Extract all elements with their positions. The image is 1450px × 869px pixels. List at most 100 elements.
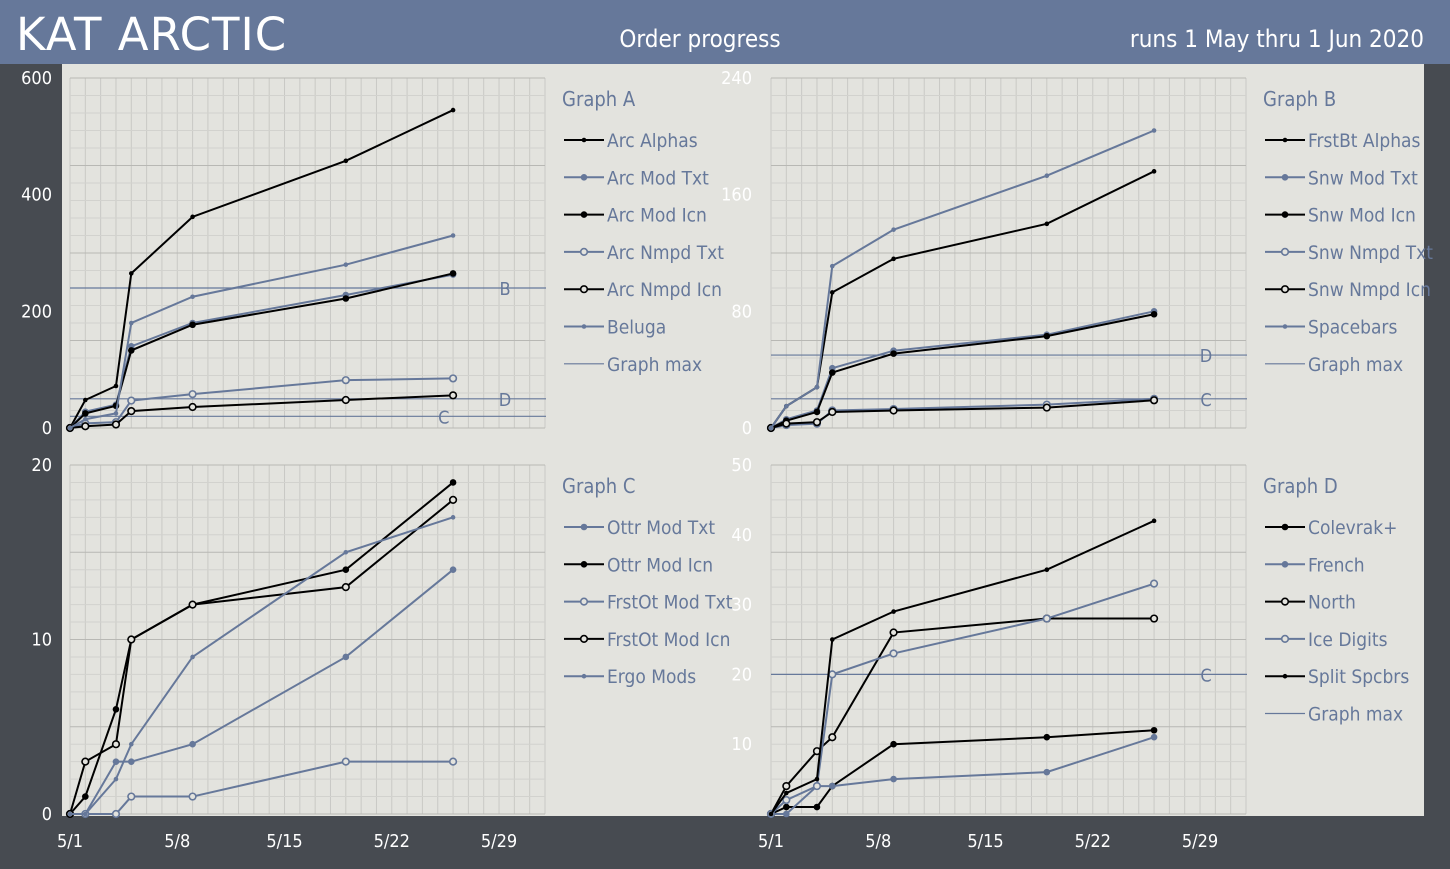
data-point: [448, 495, 458, 505]
data-point: [812, 418, 822, 427]
legend-label: Snw Nmpd Icn: [1308, 279, 1431, 301]
legend-item-colevrak: Colevrak+: [1265, 517, 1398, 539]
data-point: [341, 376, 350, 385]
data-point: [768, 811, 774, 817]
legend-label: Arc Nmpd Txt: [607, 242, 724, 264]
data-point: [889, 628, 898, 637]
series-arc-nmpd-icn: [65, 391, 458, 433]
x-tick-label: 5/22: [374, 831, 410, 852]
data-point: [81, 757, 90, 766]
data-point: [782, 781, 791, 791]
data-point: [190, 294, 195, 300]
legend-item-ergo-mods: Ergo Mods: [564, 666, 696, 688]
legend-item-ice-digits: Ice Digits: [1265, 629, 1388, 651]
legend-label: Spacebars: [1308, 317, 1397, 339]
series-line: [770, 399, 1155, 429]
graph-max-marker: D: [499, 390, 511, 411]
legend-label: Snw Mod Icn: [1308, 205, 1416, 227]
series-line: [69, 481, 454, 815]
y-tick-label: 600: [21, 68, 52, 89]
x-tick-label: 5/8: [164, 831, 190, 852]
gridlines: [69, 77, 546, 429]
series-line: [70, 760, 454, 815]
legend-label: Graph max: [607, 354, 702, 376]
data-point: [829, 263, 835, 269]
data-point: [783, 810, 790, 818]
legend-label: FrstOt Mod Icn: [607, 629, 730, 651]
data-point: [449, 566, 457, 573]
data-point: [450, 515, 456, 520]
data-point: [342, 653, 350, 661]
graph-max-marker: C: [1200, 665, 1211, 686]
legend-item-beluga: Beluga: [564, 317, 666, 339]
x-tick-label: 5/8: [865, 831, 891, 852]
legend-item-frstot-mod-txt: FrstOt Mod Txt: [564, 592, 733, 614]
legend-marker: [1280, 285, 1290, 294]
y-tick-label: 160: [721, 185, 752, 206]
y-tick-label: 80: [731, 301, 752, 322]
data-point: [828, 407, 837, 417]
data-point: [190, 654, 195, 660]
data-point: [189, 740, 196, 748]
y-tick-label: 0: [42, 418, 52, 439]
data-point: [189, 321, 196, 329]
legend-marker: [1281, 523, 1289, 531]
data-point: [128, 741, 134, 747]
legend-item-arc-alphas: Arc Alphas: [564, 130, 698, 152]
legend-item-arc-mod-icn: Arc Mod Icn: [564, 205, 707, 227]
legend-item-arc-nmpd-icn: Arc Nmpd Icn: [564, 279, 722, 301]
legend-marker: [581, 673, 587, 679]
legend-label: Arc Mod Icn: [607, 205, 707, 227]
data-point: [1150, 733, 1158, 741]
series-ottr-mod-icn: [66, 479, 457, 818]
data-point: [828, 782, 836, 790]
data-point: [342, 566, 350, 573]
legend-marker: [580, 523, 588, 531]
data-point: [341, 757, 350, 766]
data-point: [1044, 221, 1050, 227]
y-tick-label: 10: [31, 630, 52, 651]
data-point: [1043, 733, 1051, 741]
data-point: [343, 158, 349, 164]
data-point: [82, 410, 89, 417]
data-point: [450, 233, 456, 238]
legend-label: Beluga: [607, 317, 666, 339]
legend-marker: [579, 634, 589, 644]
data-point: [1151, 518, 1157, 524]
x-tick-label: 5/15: [967, 831, 1003, 852]
data-point: [128, 271, 134, 276]
data-point: [782, 795, 791, 805]
data-point: [343, 262, 349, 267]
data-point: [828, 733, 837, 742]
legend-title: Graph B: [1263, 87, 1336, 111]
legend-marker: [1282, 324, 1288, 329]
data-point: [342, 295, 350, 302]
gridlines: [770, 77, 1247, 429]
data-point: [343, 549, 349, 555]
legend-marker: [1281, 211, 1289, 218]
data-point: [1044, 567, 1050, 572]
y-tick-label: 400: [21, 185, 52, 206]
legend-marker: [580, 211, 588, 218]
data-point: [814, 776, 820, 782]
legend-marker: [579, 247, 589, 256]
series-line: [770, 519, 1155, 815]
graph-graph-c: 0 10 20 5/1 5/8 5/15 5/22 5/29 Graph C Ottr Mod T…: [31, 455, 732, 852]
series-beluga: [67, 233, 456, 431]
y-tick-label: 200: [21, 301, 52, 322]
series-arc-mod-txt: [66, 271, 457, 432]
data-point: [891, 227, 896, 232]
data-point: [1042, 614, 1051, 623]
series-snw-nmpd-txt: [766, 394, 1159, 433]
data-point: [1149, 396, 1159, 405]
legend-item-ottr-mod-txt: Ottr Mod Txt: [564, 517, 715, 539]
legend-marker: [581, 137, 587, 143]
legend-item-arc-nmpd-txt: Arc Nmpd Txt: [564, 242, 724, 264]
x-tick-label: 5/29: [1182, 831, 1218, 852]
legend: Graph D Colevrak+ French North Ice Digits Spl…: [1263, 474, 1409, 726]
data-point: [127, 635, 136, 644]
data-point: [67, 811, 73, 817]
legend-marker: [579, 597, 589, 606]
data-point: [782, 419, 791, 428]
